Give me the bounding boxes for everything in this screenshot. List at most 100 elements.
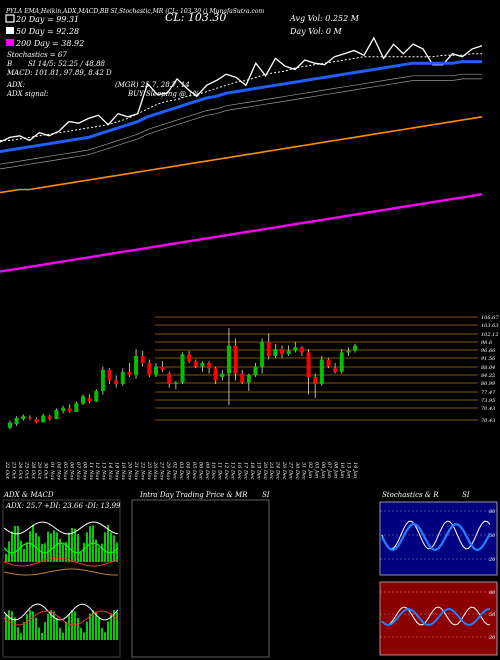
- candle-body: [313, 377, 318, 384]
- date-label: 24 Oct: [17, 461, 23, 480]
- avg-volume: Avg Vol: 0.252 M: [289, 14, 360, 23]
- date-label: 06 Dec: [197, 462, 203, 480]
- candle-body: [339, 352, 344, 372]
- candle-body: [134, 356, 139, 376]
- candle-body: [94, 391, 99, 402]
- candle-body: [114, 380, 119, 384]
- adx-bar: [101, 543, 103, 562]
- bollinger-label: B: [6, 60, 12, 68]
- adx-bar: [11, 531, 13, 562]
- adx-bar: [47, 531, 49, 562]
- adx-line: [3, 568, 118, 576]
- support-resistance-bands: [155, 316, 478, 421]
- candle-body: [140, 356, 145, 363]
- date-label: 01 Nov: [49, 462, 55, 480]
- candle-body: [233, 345, 238, 374]
- macd-bar: [50, 610, 52, 640]
- day-volume: Day Vol: 0 M: [289, 27, 343, 36]
- candle-body: [319, 359, 324, 384]
- macd-bar: [8, 610, 10, 640]
- date-label: 09 Dec: [204, 462, 210, 480]
- stochastics-si-label: SI: [462, 491, 470, 499]
- ema-chart-area: [0, 36, 483, 273]
- candle-body: [160, 366, 165, 370]
- candle-body: [21, 416, 26, 419]
- adx-bar: [110, 532, 112, 562]
- date-label: 04 Dec: [184, 462, 190, 480]
- date-label: 26 Dec: [281, 461, 287, 480]
- candle-body: [47, 416, 52, 419]
- candle-body: [260, 342, 265, 367]
- date-label: 22 Oct: [4, 461, 10, 480]
- date-label: 20 Nov: [126, 461, 132, 480]
- adx-di-readout: ADX: 25.7 +DI: 23.66 -DI: 13.99: [5, 502, 121, 510]
- date-label: 27 Nov: [159, 461, 165, 480]
- date-label: 10 Dec: [210, 462, 216, 480]
- stochastics-title: Stochastics & R: [382, 491, 439, 499]
- legend-ema50-swatch: [6, 27, 14, 34]
- intraday-title: Intra Day Trading Price & MR: [139, 491, 248, 499]
- date-axis: 22 Oct 23 Oct 24 Oct 25 Oct 28 Oct 29 Oct 30 O…: [4, 461, 358, 480]
- macd-bar: [29, 610, 31, 640]
- date-label: 26 Nov: [152, 461, 158, 480]
- legend-ema200-swatch: [6, 39, 14, 46]
- date-label: 25 Oct: [23, 461, 29, 480]
- candle-body: [253, 366, 258, 376]
- candle-body: [326, 359, 331, 367]
- candle-body: [173, 382, 178, 384]
- date-label: 23 Dec: [268, 461, 274, 480]
- macd-bar: [89, 613, 91, 640]
- candle-body: [220, 373, 225, 377]
- level-label: 96.66: [481, 348, 496, 354]
- series-line-100-day: [0, 116, 483, 194]
- adx-bar: [5, 554, 7, 562]
- adx-mr-readout: (MGR) 25.7, 28.7, 14: [115, 81, 190, 89]
- si-level-label: 80: [489, 590, 496, 596]
- adx-macd-panel: [2, 499, 121, 658]
- date-label: 29 Nov: [165, 461, 171, 480]
- adx-bar: [38, 536, 40, 562]
- date-label: 07 Nov: [75, 462, 81, 480]
- date-label: 21 Nov: [133, 461, 139, 480]
- envelope-line-0: [0, 78, 482, 170]
- legend-ema200-label: 200 Day = 38.92: [15, 39, 84, 48]
- adx-bar: [32, 524, 34, 562]
- date-label: 07 Jan: [326, 462, 332, 478]
- date-label: 23 Oct: [10, 461, 16, 480]
- candle-body: [266, 342, 271, 356]
- macd-bar: [110, 613, 112, 640]
- date-label: 06 Nov: [68, 462, 74, 480]
- candle-body: [346, 350, 351, 353]
- macd-bar: [116, 611, 118, 640]
- candle-body: [41, 415, 46, 423]
- level-label: 70.43: [481, 418, 495, 424]
- date-label: 13 Dec: [230, 462, 236, 480]
- candle-body: [87, 398, 92, 402]
- macd-bar: [41, 632, 43, 640]
- stochastics-line: [381, 520, 491, 550]
- macd-bar: [74, 611, 76, 640]
- macd-bar: [44, 622, 46, 640]
- adx-macd-title: ADX & MACD: [3, 491, 54, 499]
- adx-line: [3, 610, 119, 626]
- adx-bar: [65, 542, 67, 562]
- adx-bar: [14, 526, 16, 562]
- candle-body: [127, 371, 132, 376]
- legend-ema20-label: 20 Day = 99.31: [15, 15, 79, 24]
- adx-bar: [113, 535, 115, 562]
- level-label: 70.43: [481, 406, 495, 412]
- adx-bar: [50, 533, 52, 562]
- adx-bar: [62, 544, 64, 562]
- level-label: 102.12: [481, 332, 499, 338]
- adx-bar: [107, 524, 109, 562]
- macd-readout: MACD: 101.81, 97.89, 8.42 D: [6, 69, 112, 77]
- date-label: 27 Dec: [288, 461, 294, 480]
- macd-bar: [56, 617, 58, 640]
- adx-bar: [74, 528, 76, 562]
- date-label: 05 Nov: [62, 462, 68, 480]
- candle-body: [147, 363, 152, 376]
- macd-bar: [98, 618, 100, 640]
- macd-bar: [53, 611, 55, 640]
- series-line-200-day: [0, 193, 483, 273]
- macd-bar: [5, 614, 7, 640]
